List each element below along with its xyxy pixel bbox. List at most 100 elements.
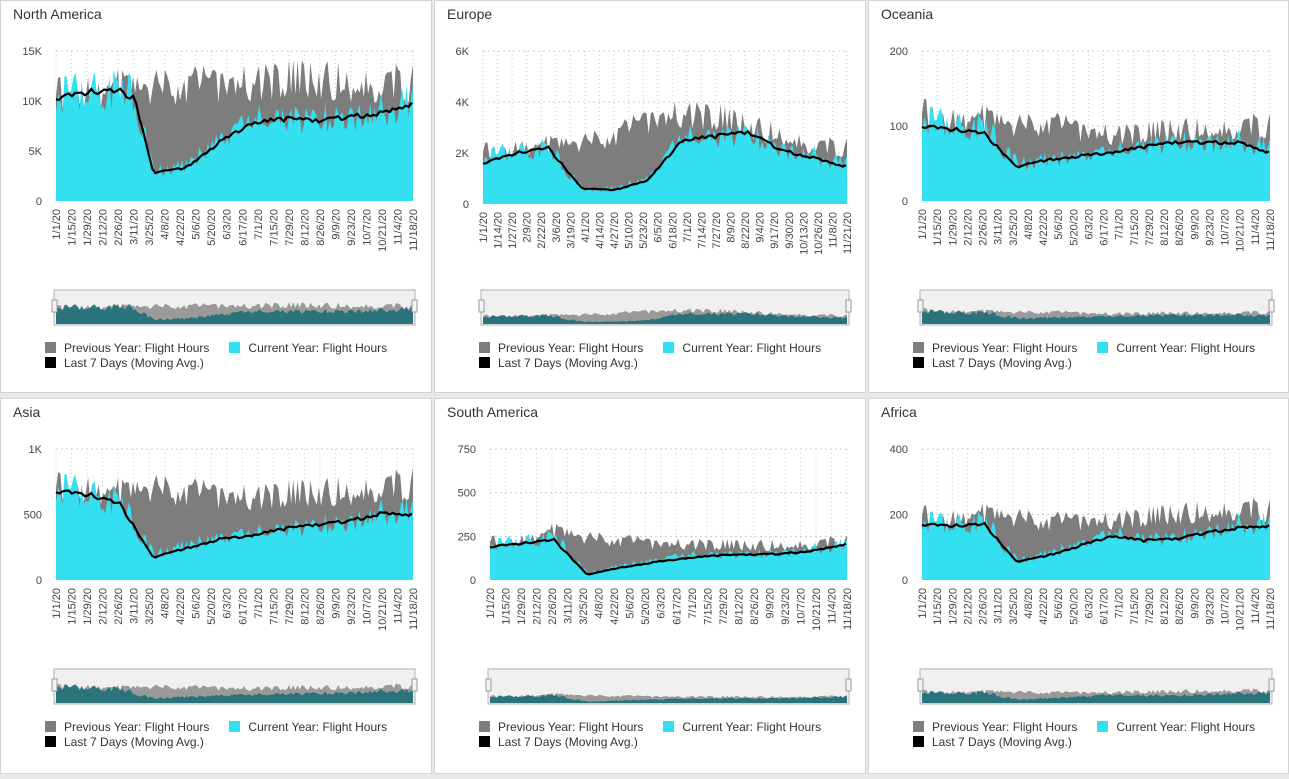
navigator-handle-left[interactable] [51, 299, 58, 313]
legend-swatch [913, 721, 924, 732]
y-tick-label: 1K [29, 444, 43, 456]
legend-swatch [913, 736, 924, 747]
x-tick-label: 10/26/20 [813, 212, 825, 255]
navigator-handle-right[interactable] [1268, 299, 1275, 313]
chart-svg: 0 250 500 750 1/1/20 1/15/20 1/29/20 2/12/20 2/2… [458, 444, 854, 705]
chart-panel-asia: 0 500 1K 1/1/20 1/15/20 1/29/20 2/12/20 2/26/20… [0, 398, 432, 774]
legend-item-moving-avg[interactable]: Last 7 Days (Moving Avg.) [913, 735, 1072, 749]
navigator-handle-left[interactable] [51, 678, 58, 692]
chart-panel-south-america: 0 250 500 750 1/1/20 1/15/20 1/29/20 2/12/20 2/2… [434, 398, 866, 774]
x-tick-label: 1/29/20 [82, 588, 94, 625]
x-tick-label: 11/18/20 [408, 588, 420, 630]
legend-item-current-year[interactable]: Current Year: Flight Hours [1097, 720, 1255, 734]
legend-item-previous-year[interactable]: Previous Year: Flight Hours [479, 341, 643, 355]
x-tick-label: 3/6/20 [551, 212, 563, 243]
x-tick-label: 1/1/20 [51, 588, 63, 619]
navigator-area-current-year [922, 309, 1270, 324]
x-tick-label: 2/9/20 [522, 212, 534, 243]
x-tick-label: 2/26/20 [113, 209, 125, 246]
series-line-moving-avg [482, 129, 847, 192]
legend-swatch [45, 736, 56, 747]
legend-item-previous-year[interactable]: Previous Year: Flight Hours [45, 720, 209, 734]
navigator-handle-right[interactable] [1268, 678, 1275, 692]
legend-item-moving-avg[interactable]: Last 7 Days (Moving Avg.) [913, 356, 1072, 370]
x-tick-label: 11/18/20 [842, 588, 854, 630]
chart-panel-oceania: 0 100 200 1/1/20 1/15/20 1/29/20 2/12/20 2/26/2… [868, 0, 1289, 393]
x-tick-label: 8/12/20 [299, 209, 311, 246]
y-tick-label: 750 [458, 444, 476, 456]
legend-item-moving-avg[interactable]: Last 7 Days (Moving Avg.) [479, 735, 638, 749]
x-tick-label: 1/27/20 [507, 212, 519, 249]
legend-swatch [479, 721, 490, 732]
navigator-area-current-year [483, 312, 847, 324]
legend-swatch [45, 357, 56, 368]
y-tick-label: 5K [29, 146, 43, 158]
y-tick-label: 500 [458, 488, 476, 500]
x-tick-label: 4/22/20 [1038, 209, 1050, 246]
x-tick-label: 8/9/20 [726, 212, 738, 243]
legend-item-previous-year[interactable]: Previous Year: Flight Hours [479, 720, 643, 734]
x-tick-label: 10/21/20 [377, 209, 389, 252]
navigator-handle-left[interactable] [478, 299, 485, 313]
legend-item-previous-year[interactable]: Previous Year: Flight Hours [913, 341, 1077, 355]
x-tick-label: 2/26/20 [978, 209, 990, 246]
y-tick-label: 500 [24, 510, 42, 522]
y-tick-label: 0 [463, 199, 469, 211]
x-tick-label: 4/22/20 [175, 588, 187, 625]
x-tick-label: 8/26/20 [749, 588, 761, 625]
x-tick-label: 9/9/20 [764, 588, 776, 619]
legend-item-current-year[interactable]: Current Year: Flight Hours [229, 720, 387, 734]
x-tick-label: 5/6/20 [191, 209, 203, 240]
x-tick-label: 7/15/20 [1129, 588, 1141, 625]
x-tick-label: 11/18/20 [408, 209, 420, 251]
x-tick-label: 4/8/20 [160, 588, 172, 619]
x-tick-label: 4/22/20 [1038, 588, 1050, 625]
legend-label: Current Year: Flight Hours [682, 340, 822, 355]
y-tick-label: 200 [890, 510, 908, 522]
chart-svg: 0 200 400 1/1/20 1/15/20 1/29/20 2/12/20 2/26/2… [890, 444, 1277, 705]
x-tick-label: 4/22/20 [609, 588, 621, 625]
navigator-handle-right[interactable] [411, 299, 418, 313]
x-tick-label: 5/6/20 [1053, 588, 1065, 619]
navigator-handle-left[interactable] [485, 678, 492, 692]
legend-item-current-year[interactable]: Current Year: Flight Hours [663, 720, 821, 734]
legend-item-moving-avg[interactable]: Last 7 Days (Moving Avg.) [479, 356, 638, 370]
legend-item-moving-avg[interactable]: Last 7 Days (Moving Avg.) [45, 356, 204, 370]
legend-item-current-year[interactable]: Current Year: Flight Hours [663, 341, 821, 355]
legend-label: Last 7 Days (Moving Avg.) [498, 355, 638, 370]
navigator-handle-right[interactable] [411, 678, 418, 692]
legend-item-previous-year[interactable]: Previous Year: Flight Hours [913, 720, 1077, 734]
legend-item-current-year[interactable]: Current Year: Flight Hours [229, 341, 387, 355]
legend-item-moving-avg[interactable]: Last 7 Days (Moving Avg.) [45, 735, 204, 749]
navigator-handle-right[interactable] [845, 299, 852, 313]
chart-svg: 0 2K 4K 6K 1/1/20 1/14/20 1/27/20 2/9/20 2/22/20… [456, 46, 854, 326]
navigator-handle-left[interactable] [917, 678, 924, 692]
legend-label: Current Year: Flight Hours [248, 719, 388, 734]
x-tick-label: 10/21/20 [1235, 588, 1247, 631]
legend-label: Last 7 Days (Moving Avg.) [64, 355, 204, 370]
x-tick-label: 3/25/20 [1008, 588, 1020, 625]
navigator-handle-right[interactable] [845, 678, 852, 692]
navigator-handle-left[interactable] [917, 299, 924, 313]
x-tick-label: 1/29/20 [947, 209, 959, 246]
legend-swatch [229, 342, 241, 353]
x-tick-label: 2/12/20 [98, 209, 110, 246]
y-tick-label: 0 [36, 575, 42, 587]
x-tick-label: 10/21/20 [1235, 209, 1247, 252]
x-tick-label: 9/23/20 [1204, 209, 1216, 246]
x-tick-label: 6/17/20 [237, 588, 249, 625]
x-tick-label: 1/1/20 [478, 212, 490, 243]
x-tick-label: 1/29/20 [947, 588, 959, 625]
y-tick-label: 2K [456, 148, 470, 160]
x-tick-label: 5/20/20 [1068, 588, 1080, 625]
x-tick-label: 6/3/20 [1083, 588, 1095, 619]
x-tick-label: 10/7/20 [795, 588, 807, 625]
series-line-moving-avg [55, 87, 413, 175]
x-tick-label: 7/14/20 [696, 212, 708, 249]
legend-item-previous-year[interactable]: Previous Year: Flight Hours [45, 341, 209, 355]
legend-item-current-year[interactable]: Current Year: Flight Hours [1097, 341, 1255, 355]
x-tick-label: 6/17/20 [1099, 588, 1111, 625]
x-tick-label: 9/9/20 [1189, 588, 1201, 619]
legend-label: Current Year: Flight Hours [1116, 719, 1256, 734]
x-tick-label: 8/12/20 [1159, 209, 1171, 246]
